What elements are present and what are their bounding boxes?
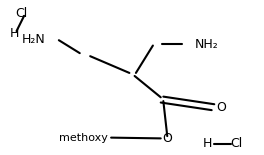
Text: methoxy: methoxy	[59, 133, 108, 143]
Text: H: H	[10, 27, 19, 40]
Text: O: O	[216, 101, 226, 114]
Text: Cl: Cl	[230, 137, 243, 150]
Text: O: O	[162, 132, 172, 145]
Text: H: H	[203, 137, 213, 150]
Text: NH₂: NH₂	[195, 38, 218, 51]
Text: Cl: Cl	[15, 7, 27, 20]
Text: H₂N: H₂N	[22, 33, 46, 46]
